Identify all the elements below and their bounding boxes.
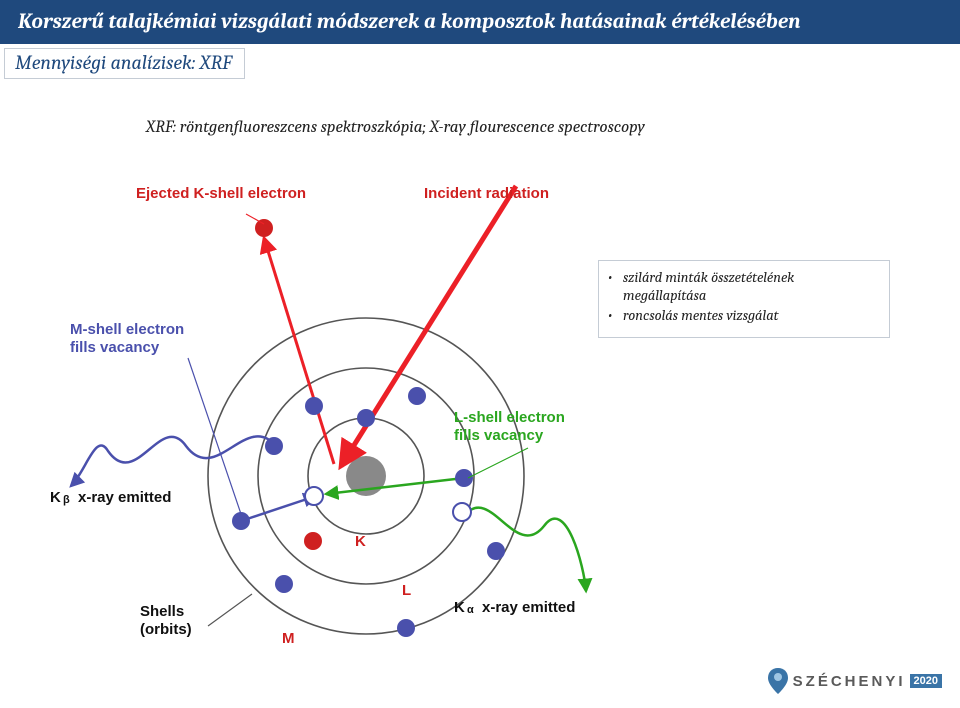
note-item: szilárd minták összetételének megállapít… xyxy=(621,269,879,305)
pin-icon xyxy=(767,666,789,696)
label-ka-sub: α xyxy=(467,605,474,617)
label-ejected: Ejected K-shell electron xyxy=(136,186,306,202)
logo-name: SZÉCHENYI xyxy=(793,673,906,690)
label-kb: K xyxy=(50,490,61,506)
label-lshell: L-shell electron xyxy=(454,410,565,426)
label-orbits: (orbits) xyxy=(140,622,192,638)
label-kb2: x-ray emitted xyxy=(78,490,171,506)
note-item: roncsolás mentes vizsgálat xyxy=(621,307,879,325)
body-text: XRF: röntgenfluoreszcens spektroszkópia;… xyxy=(146,118,645,137)
svg-text:L: L xyxy=(402,582,411,599)
subtitle-text: Mennyiségi analízisek: XRF xyxy=(15,51,232,74)
label-shells: Shells xyxy=(140,604,184,620)
label-mshell2: fills vacancy xyxy=(70,340,159,356)
logo: SZÉCHENYI 2020 xyxy=(767,666,942,696)
note-box: szilárd minták összetételének megállapít… xyxy=(598,260,890,338)
label-incident: Incident radiation xyxy=(424,186,549,202)
label-kb-sub: β xyxy=(63,495,70,507)
page-title: Korszerű talajkémiai vizsgálati módszere… xyxy=(0,10,801,34)
slide: Korszerű talajkémiai vizsgálati módszere… xyxy=(0,0,960,708)
label-lshell2: fills vacancy xyxy=(454,428,543,444)
label-mshell: M-shell electron xyxy=(70,322,184,338)
label-ka2: x-ray emitted xyxy=(482,600,575,616)
subtitle-box: Mennyiségi analízisek: XRF xyxy=(4,48,245,79)
xrf-diagram: KLM Ejected K-shell electron Incident ra… xyxy=(56,182,576,622)
label-ka: K xyxy=(454,600,465,616)
title-bar: Korszerű talajkémiai vizsgálati módszere… xyxy=(0,0,960,44)
svg-text:K: K xyxy=(355,533,366,550)
svg-text:M: M xyxy=(282,630,295,647)
logo-year: 2020 xyxy=(910,674,942,688)
